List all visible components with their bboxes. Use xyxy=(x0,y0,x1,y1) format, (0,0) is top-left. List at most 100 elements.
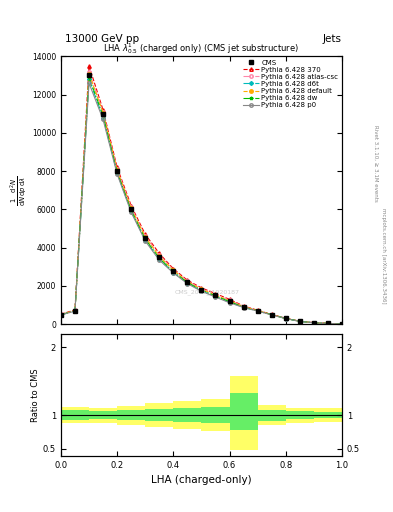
Pythia 6.428 370 xyxy=(115,164,119,170)
Pythia 6.428 d6t xyxy=(227,299,232,305)
Pythia 6.428 d6t xyxy=(298,318,302,325)
Pythia 6.428 d6t xyxy=(185,280,190,286)
Pythia 6.428 dw xyxy=(171,268,176,274)
Line: CMS: CMS xyxy=(59,73,344,326)
Line: Pythia 6.428 p0: Pythia 6.428 p0 xyxy=(59,81,343,326)
Pythia 6.428 atlas-csc xyxy=(171,267,176,273)
CMS xyxy=(340,321,344,327)
Pythia 6.428 p0 xyxy=(213,294,218,300)
Pythia 6.428 dw xyxy=(101,113,105,119)
Pythia 6.428 atlas-csc xyxy=(143,233,148,239)
Pythia 6.428 370 xyxy=(213,290,218,296)
Pythia 6.428 p0 xyxy=(283,315,288,322)
Pythia 6.428 370 xyxy=(101,107,105,113)
Pythia 6.428 atlas-csc xyxy=(101,109,105,115)
Pythia 6.428 dw xyxy=(325,321,330,327)
Pythia 6.428 dw xyxy=(157,255,162,261)
Pythia 6.428 p0 xyxy=(86,80,91,86)
CMS xyxy=(73,308,77,314)
Pythia 6.428 370 xyxy=(298,318,302,324)
Pythia 6.428 default xyxy=(325,321,330,327)
Legend: CMS, Pythia 6.428 370, Pythia 6.428 atlas-csc, Pythia 6.428 d6t, Pythia 6.428 de: CMS, Pythia 6.428 370, Pythia 6.428 atla… xyxy=(242,58,340,110)
Pythia 6.428 atlas-csc xyxy=(325,321,330,327)
CMS xyxy=(325,321,330,327)
Text: CMS_2021_I1920187: CMS_2021_I1920187 xyxy=(174,289,239,295)
Text: Rivet 3.1.10, ≥ 3.1M events: Rivet 3.1.10, ≥ 3.1M events xyxy=(373,125,378,202)
Pythia 6.428 dw xyxy=(311,319,316,326)
CMS xyxy=(115,168,119,174)
Pythia 6.428 atlas-csc xyxy=(185,278,190,284)
Pythia 6.428 dw xyxy=(73,308,77,314)
CMS xyxy=(185,279,190,285)
Pythia 6.428 default xyxy=(340,321,344,327)
Pythia 6.428 d6t xyxy=(129,208,134,215)
Pythia 6.428 default xyxy=(129,205,134,211)
Pythia 6.428 atlas-csc xyxy=(227,297,232,303)
Pythia 6.428 atlas-csc xyxy=(115,166,119,172)
Line: Pythia 6.428 dw: Pythia 6.428 dw xyxy=(59,76,343,326)
Pythia 6.428 default xyxy=(255,308,260,314)
Pythia 6.428 p0 xyxy=(171,270,176,276)
Pythia 6.428 atlas-csc xyxy=(255,307,260,313)
Pythia 6.428 atlas-csc xyxy=(213,291,218,297)
Pythia 6.428 default xyxy=(269,311,274,317)
Pythia 6.428 default xyxy=(143,234,148,240)
Title: LHA $\lambda^1_{0.5}$ (charged only) (CMS jet substructure): LHA $\lambda^1_{0.5}$ (charged only) (CM… xyxy=(103,41,299,56)
Pythia 6.428 p0 xyxy=(199,288,204,294)
Pythia 6.428 dw xyxy=(185,280,190,286)
CMS xyxy=(101,111,105,117)
CMS xyxy=(255,308,260,314)
Pythia 6.428 atlas-csc xyxy=(59,311,63,317)
CMS xyxy=(171,268,176,274)
Pythia 6.428 d6t xyxy=(325,321,330,327)
Pythia 6.428 370 xyxy=(157,250,162,257)
Pythia 6.428 370 xyxy=(59,311,63,317)
Pythia 6.428 370 xyxy=(311,319,316,326)
Pythia 6.428 d6t xyxy=(213,293,218,300)
Pythia 6.428 atlas-csc xyxy=(298,318,302,324)
Pythia 6.428 p0 xyxy=(311,319,316,326)
Pythia 6.428 default xyxy=(241,304,246,310)
Pythia 6.428 atlas-csc xyxy=(129,204,134,210)
Pythia 6.428 default xyxy=(59,311,63,317)
Pythia 6.428 atlas-csc xyxy=(86,69,91,75)
CMS xyxy=(283,315,288,322)
Pythia 6.428 370 xyxy=(283,315,288,322)
CMS xyxy=(59,311,63,317)
Pythia 6.428 p0 xyxy=(115,171,119,177)
CMS xyxy=(213,292,218,298)
Pythia 6.428 d6t xyxy=(311,319,316,326)
Pythia 6.428 p0 xyxy=(157,257,162,263)
Pythia 6.428 dw xyxy=(115,169,119,175)
Pythia 6.428 dw xyxy=(199,287,204,293)
Pythia 6.428 p0 xyxy=(325,321,330,327)
Pythia 6.428 atlas-csc xyxy=(269,311,274,317)
CMS xyxy=(143,235,148,241)
Pythia 6.428 p0 xyxy=(298,318,302,325)
X-axis label: LHA (charged-only): LHA (charged-only) xyxy=(151,475,252,485)
Pythia 6.428 p0 xyxy=(59,312,63,318)
Pythia 6.428 d6t xyxy=(86,76,91,82)
Pythia 6.428 370 xyxy=(227,296,232,303)
Pythia 6.428 atlas-csc xyxy=(241,304,246,310)
Pythia 6.428 atlas-csc xyxy=(73,307,77,313)
Text: 13000 GeV pp: 13000 GeV pp xyxy=(65,33,139,44)
Pythia 6.428 atlas-csc xyxy=(340,321,344,327)
Pythia 6.428 p0 xyxy=(241,305,246,311)
CMS xyxy=(311,319,316,326)
Pythia 6.428 370 xyxy=(325,321,330,327)
Pythia 6.428 p0 xyxy=(255,308,260,314)
Line: Pythia 6.428 370: Pythia 6.428 370 xyxy=(59,64,343,326)
Pythia 6.428 dw xyxy=(255,308,260,314)
Pythia 6.428 d6t xyxy=(241,304,246,310)
Pythia 6.428 d6t xyxy=(283,315,288,322)
Pythia 6.428 p0 xyxy=(129,209,134,216)
Pythia 6.428 370 xyxy=(73,307,77,313)
Pythia 6.428 dw xyxy=(129,207,134,214)
Pythia 6.428 370 xyxy=(171,266,176,272)
Pythia 6.428 p0 xyxy=(227,300,232,306)
CMS xyxy=(269,311,274,317)
Line: Pythia 6.428 atlas-csc: Pythia 6.428 atlas-csc xyxy=(59,70,343,326)
Pythia 6.428 dw xyxy=(86,74,91,80)
Pythia 6.428 atlas-csc xyxy=(157,252,162,259)
